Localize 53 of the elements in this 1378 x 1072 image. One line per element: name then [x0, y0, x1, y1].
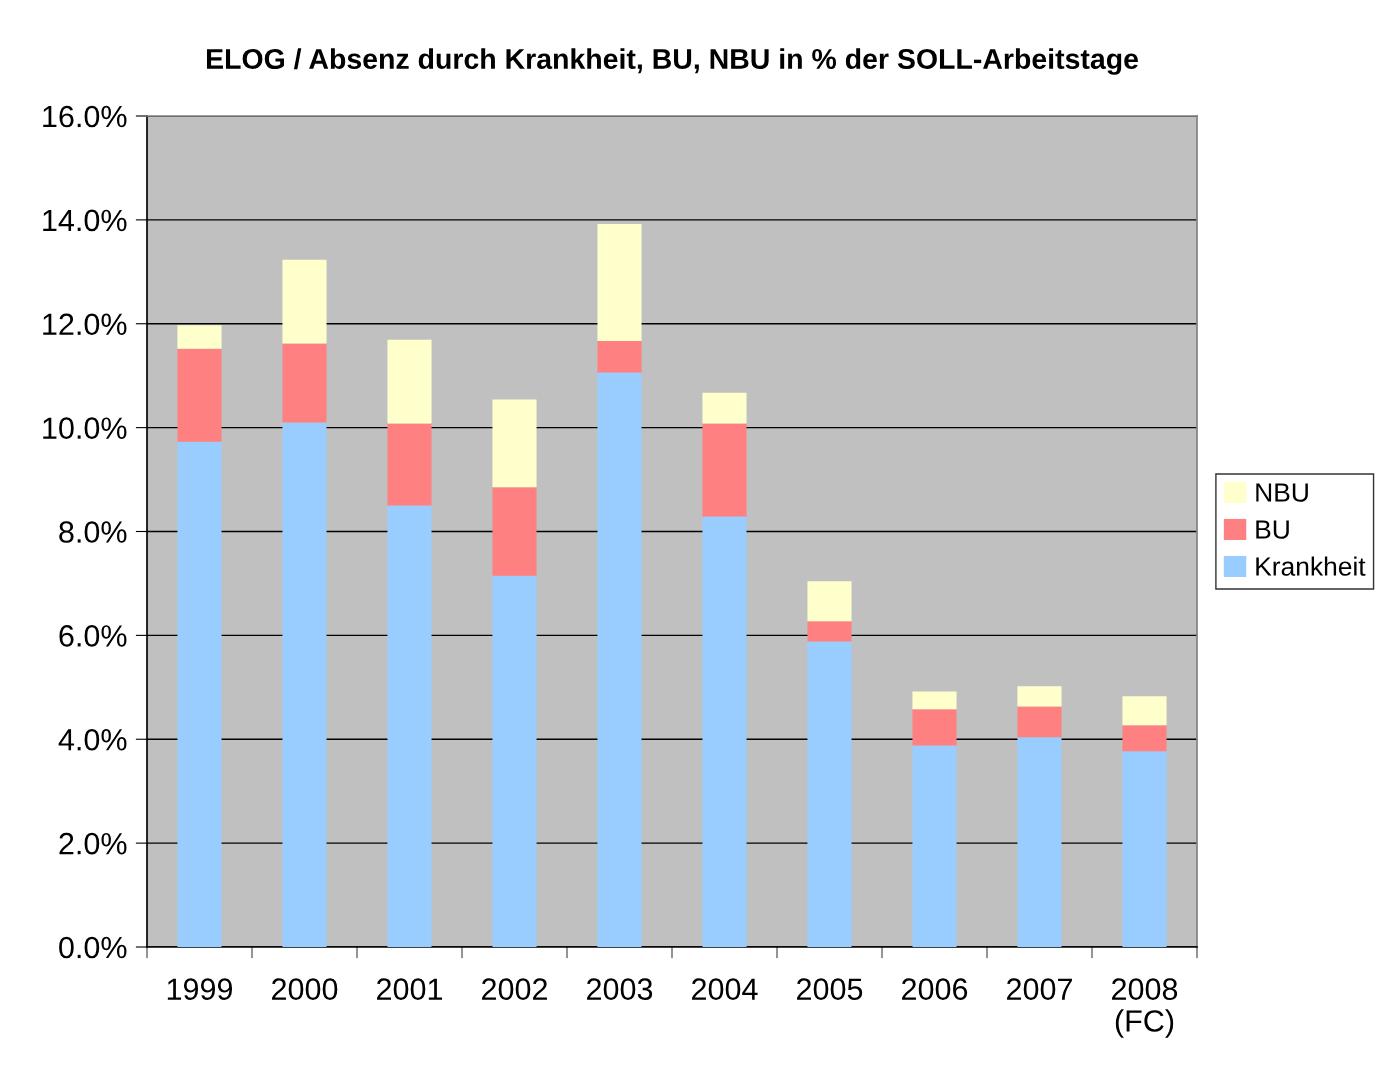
bar	[597, 372, 642, 947]
bar	[1122, 751, 1167, 947]
bar	[1122, 696, 1167, 726]
chart-title: ELOG / Absenz durch Krankheit, BU, NBU in % der SOLL-Arbeitstage	[206, 48, 1138, 75]
bar	[912, 709, 957, 746]
legend-label: NBU	[1256, 483, 1308, 502]
x-tick-label: 2003	[587, 978, 653, 1000]
bar	[387, 423, 432, 506]
bar	[702, 392, 747, 424]
bar	[177, 325, 222, 349]
y-tick-label: 14.0%	[43, 209, 127, 232]
x-tick-label: 2005	[797, 978, 863, 1000]
bar	[177, 441, 222, 947]
y-tick-label: 4.0%	[58, 728, 127, 751]
bar	[912, 691, 957, 710]
bar	[807, 621, 852, 642]
y-tick-label: 12.0%	[43, 313, 127, 336]
bar	[702, 423, 747, 517]
bar	[282, 422, 327, 947]
bar	[177, 348, 222, 442]
x-tick-label: 2007	[1007, 978, 1072, 1000]
bar	[282, 343, 327, 423]
x-tick-label: 1999	[167, 978, 233, 1000]
x-tick-label: 2006	[902, 978, 968, 1000]
bar	[492, 487, 537, 576]
bar	[1017, 737, 1062, 947]
bar	[597, 224, 642, 341]
bar	[492, 399, 537, 488]
bar	[492, 575, 537, 947]
y-tick-label: 0.0%	[59, 936, 127, 959]
bar	[1017, 706, 1062, 738]
bar	[1122, 725, 1167, 752]
bar	[387, 505, 432, 947]
bar	[282, 259, 327, 344]
bar	[807, 641, 852, 947]
legend-label: Krankheit	[1256, 556, 1366, 576]
bar	[702, 516, 747, 947]
legend-label: BU	[1256, 520, 1289, 539]
bar	[1017, 686, 1062, 707]
bar	[912, 745, 957, 947]
x-tick-label: 2000	[272, 978, 338, 1000]
bar	[807, 581, 852, 622]
y-tick-label: 8.0%	[59, 521, 127, 543]
y-tick-label: 6.0%	[59, 625, 127, 647]
y-tick-label: 10.0%	[43, 417, 127, 439]
y-tick-label: 16.0%	[43, 105, 127, 128]
bar	[387, 339, 432, 424]
x-tick-label: 2008 (FC)	[1112, 978, 1178, 1038]
bar	[597, 340, 642, 373]
y-tick-label: 2.0%	[59, 832, 127, 855]
x-tick-label: 2004	[692, 978, 758, 1000]
x-tick-label: 2001	[377, 978, 442, 1000]
x-tick-label: 2002	[482, 978, 547, 1000]
